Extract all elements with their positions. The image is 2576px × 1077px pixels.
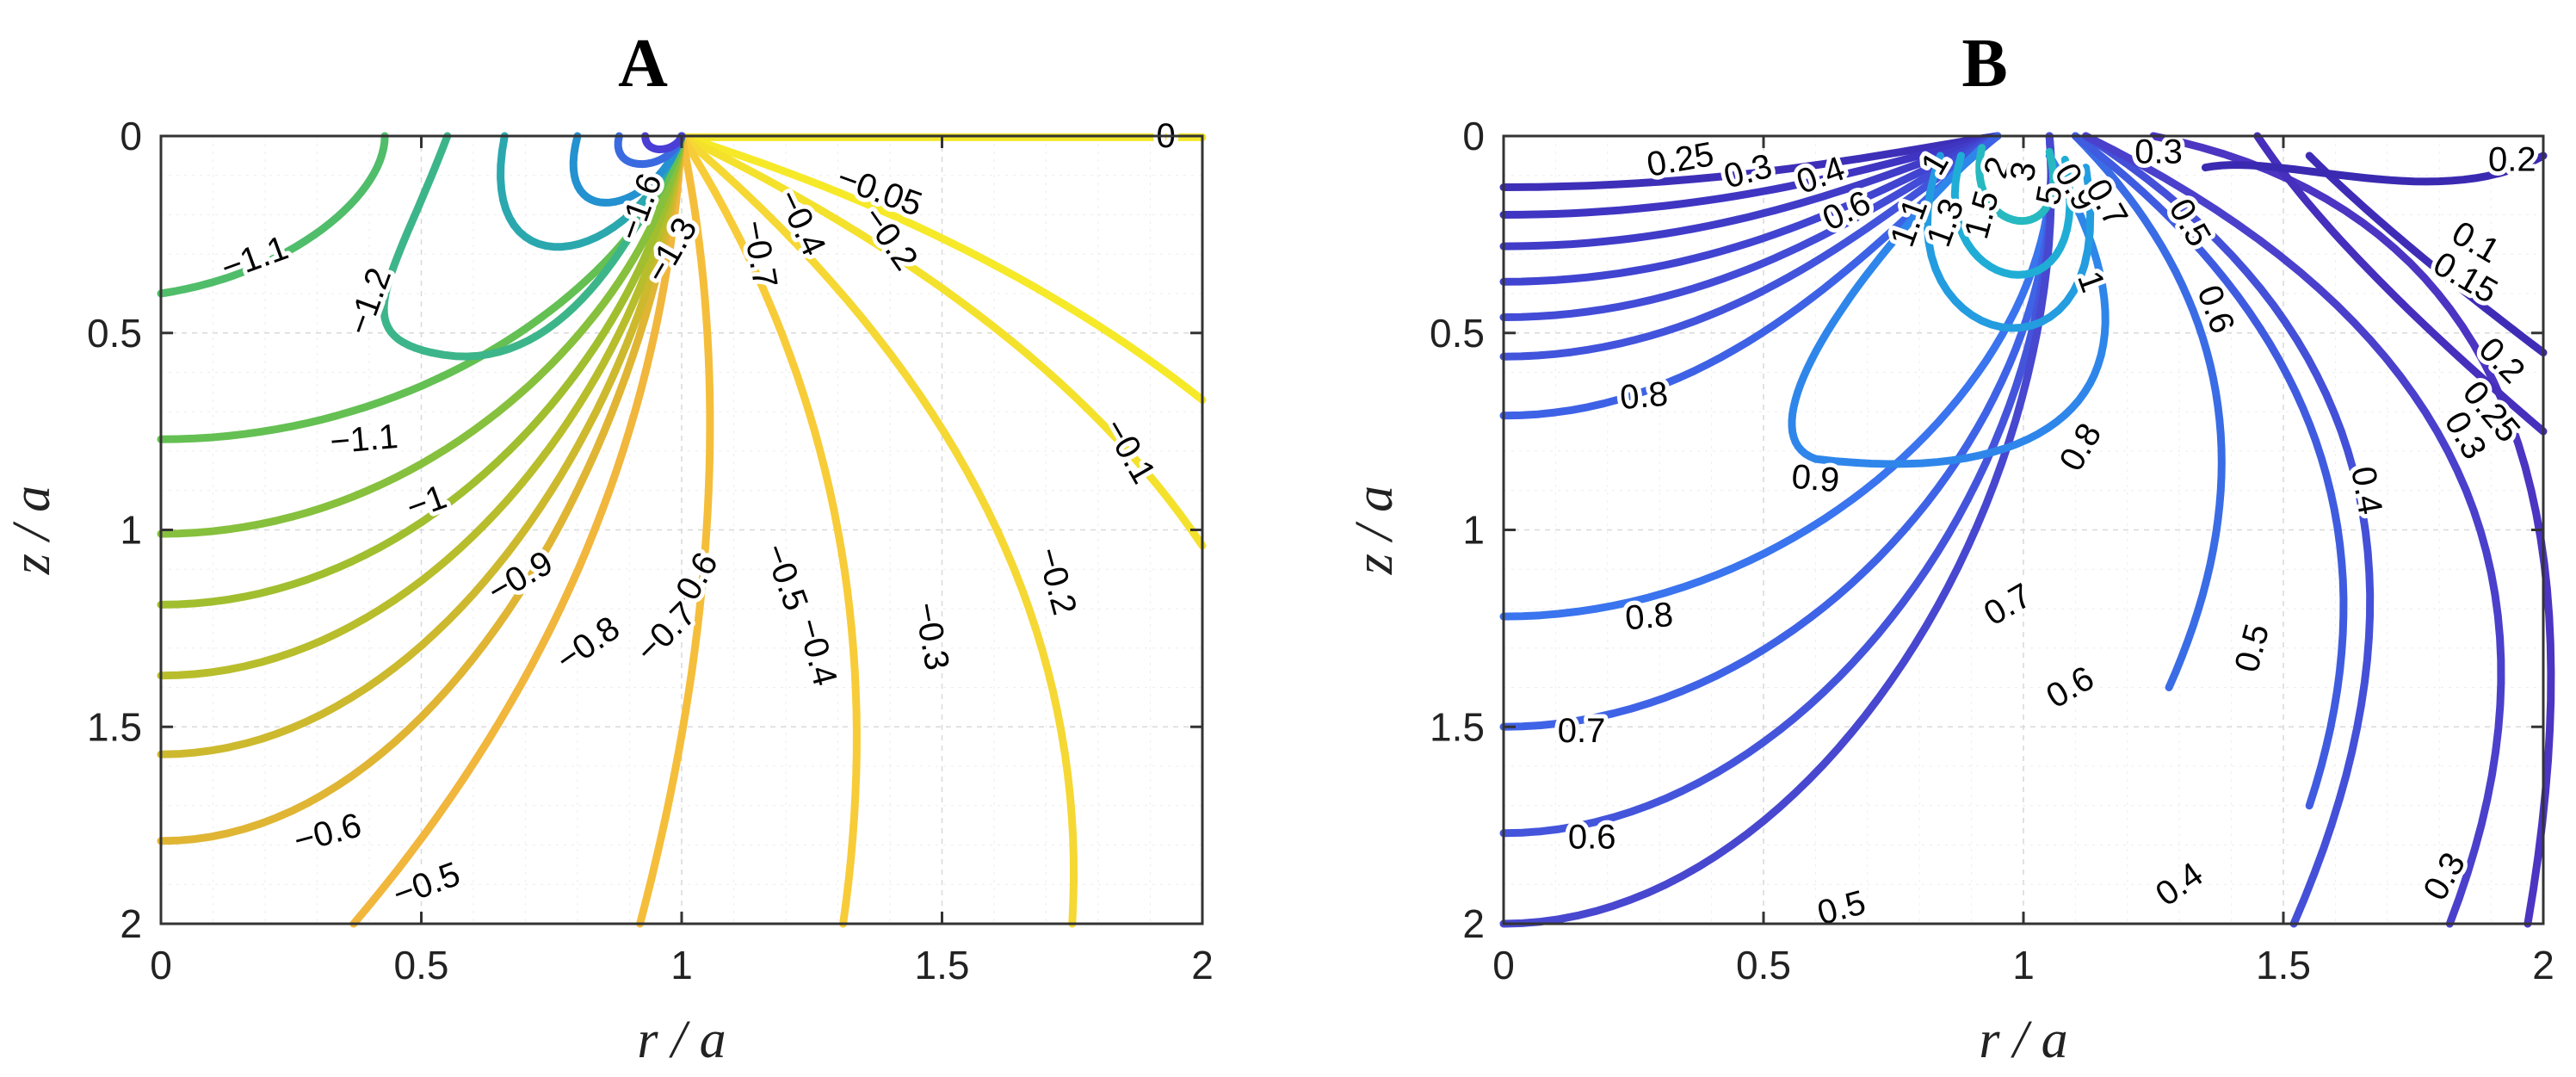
contour-line — [641, 132, 686, 153]
y-tick-label: 1 — [120, 508, 142, 553]
contour-label: −1.1 — [216, 229, 293, 288]
contour-line — [2082, 132, 2375, 928]
x-tick-label: 1 — [2012, 943, 2035, 987]
x-tick-label: 1.5 — [2256, 943, 2311, 987]
contour-label: 0.6 — [2040, 659, 2100, 716]
contour-line — [157, 132, 389, 298]
x-tick-label: 1 — [670, 943, 693, 987]
contour-label: 0.7 — [1558, 712, 1606, 750]
contour-line — [677, 132, 861, 928]
contour-line — [1975, 144, 2058, 226]
x-axis-label: r / a — [1979, 1011, 2067, 1069]
y-tick-label: 1.5 — [87, 704, 142, 749]
contour-line — [1923, 152, 2095, 332]
y-tick-label: 0.5 — [1430, 311, 1485, 356]
contour-lines — [1499, 132, 2555, 928]
contour-line — [1499, 132, 2055, 621]
x-tick-label: 2 — [2532, 943, 2554, 987]
contour-label: 0.4 — [2344, 464, 2389, 517]
x-tick-label: 0.5 — [394, 943, 449, 987]
contour-line — [569, 132, 686, 207]
contour-line — [677, 132, 1078, 928]
contour-line — [614, 132, 686, 169]
contour-line — [677, 132, 1207, 550]
contour-label: 0.8 — [1624, 596, 1675, 638]
y-tick-label: 2 — [1462, 901, 1485, 946]
contour-label: 0.9 — [1790, 458, 1841, 500]
contour-label: −1.1 — [329, 418, 400, 461]
y-tick-label: 1.5 — [1430, 704, 1485, 749]
contour-labels: 0−0.05−0.1−0.2−0.2−0.3−0.4−0.4−0.5−0.5−0… — [212, 113, 1180, 918]
contour-label: 0.5 — [1813, 883, 1869, 932]
contour-label: −0.4 — [790, 614, 844, 690]
contour-line — [1950, 152, 2074, 279]
contour-label: 0.6 — [1568, 818, 1616, 856]
contour-line — [1499, 132, 2002, 219]
contour-line — [157, 132, 686, 845]
y-tick-label: 0 — [120, 114, 142, 158]
y-tick-label: 0.5 — [87, 311, 142, 356]
contour-line — [2305, 152, 2548, 357]
x-tick-label: 2 — [1191, 943, 1214, 987]
contour-line — [1811, 152, 2110, 468]
contour-line — [157, 132, 686, 609]
contour-line — [157, 132, 686, 680]
x-tick-label: 0 — [1492, 943, 1515, 987]
y-tick-label: 1 — [1462, 508, 1485, 553]
contour-line — [428, 132, 686, 361]
contour-label: 0.7 — [1978, 576, 2038, 633]
contour-line — [1499, 132, 2002, 321]
panel-title: B — [1961, 26, 2007, 102]
contour-line — [2071, 132, 2348, 810]
y-axis-label: z / a — [1345, 486, 1404, 575]
contour-line — [2253, 132, 2548, 436]
panel-a: 0−0.05−0.1−0.2−0.2−0.3−0.4−0.4−0.5−0.5−0… — [3, 26, 1214, 1069]
contour-label: 0.4 — [2149, 855, 2210, 913]
contour-label: −0.5 — [757, 539, 815, 616]
contour-line — [1499, 132, 2002, 361]
contour-label: −0.3 — [907, 599, 956, 672]
contour-label: −0.2 — [1029, 543, 1084, 619]
contour-label: 0.3 — [2416, 846, 2473, 907]
contour-line — [157, 132, 686, 758]
contour-label: −0.8 — [549, 610, 627, 679]
contour-line — [1788, 144, 1986, 463]
contour-line — [677, 132, 1207, 404]
contour-line — [380, 132, 452, 357]
contour-line — [2149, 132, 2555, 928]
contour-label: 0.8 — [2052, 417, 2109, 477]
y-axis-label: z / a — [3, 486, 61, 575]
contour-label: 0.8 — [1618, 375, 1669, 418]
contour-line — [1499, 132, 2002, 191]
contour-label: 0.2 — [2488, 140, 2536, 178]
panel-title: A — [618, 26, 668, 102]
contour-line — [497, 132, 686, 251]
x-tick-label: 1.5 — [915, 943, 970, 987]
contour-line — [2201, 152, 2548, 186]
contour-label: 0.5 — [2227, 620, 2276, 676]
contour-label: 0.3 — [2134, 133, 2183, 170]
y-tick-label: 2 — [120, 901, 142, 946]
contour-line — [157, 132, 686, 538]
contour-line — [349, 132, 686, 928]
contour-line — [2082, 132, 2505, 928]
x-axis-label: r / a — [637, 1011, 726, 1069]
y-tick-label: 0 — [1462, 114, 1485, 158]
contour-label: −1 — [402, 478, 452, 527]
x-tick-label: 0.5 — [1736, 943, 1791, 987]
contour-line — [1499, 132, 2055, 928]
contour-label: −0.6 — [290, 806, 366, 860]
contour-line — [636, 132, 714, 928]
contour-line — [2071, 132, 2226, 691]
x-tick-label: 0 — [150, 943, 172, 987]
